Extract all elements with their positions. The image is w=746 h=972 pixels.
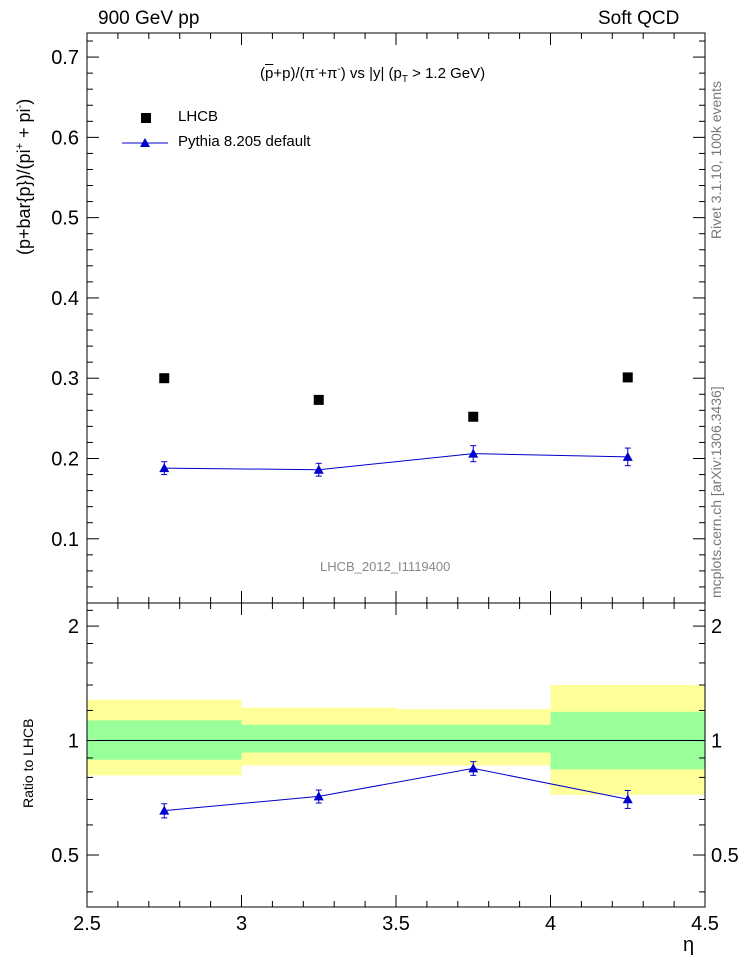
ratio-y-tick-label-right: 0.5 bbox=[711, 845, 739, 867]
lhcb-point bbox=[468, 411, 479, 422]
plot-title: (p+p)/(π-+π-) vs |y| (pT > 1.2 GeV) bbox=[260, 64, 486, 85]
ratio-point bbox=[313, 791, 324, 801]
pythia-point bbox=[159, 463, 170, 473]
x-tick-label: 3 bbox=[236, 913, 247, 935]
header-left: 900 GeV pp bbox=[98, 8, 200, 29]
x-tick-label: 2.5 bbox=[73, 913, 101, 935]
header-right: Soft QCD bbox=[598, 8, 680, 29]
y-tick-label: 0.5 bbox=[51, 208, 79, 230]
y-tick-label: 0.1 bbox=[51, 529, 79, 551]
rivet-label: Rivet 3.1.10, 100k events bbox=[708, 81, 724, 239]
lhcb-point bbox=[159, 373, 170, 384]
legend-markers bbox=[122, 113, 168, 147]
legend-entry-lhcb: LHCB bbox=[178, 108, 219, 125]
axis-ticks bbox=[86, 33, 706, 907]
y-tick-label: 0.6 bbox=[51, 127, 79, 149]
y-tick-label: 0.4 bbox=[51, 288, 79, 310]
ratio-y-tick-label-right: 2 bbox=[711, 616, 722, 638]
y-tick-label: 0.2 bbox=[51, 448, 79, 470]
data-series bbox=[159, 372, 633, 819]
ratio-line bbox=[164, 767, 628, 812]
mcplots-label: mcplots.cern.ch [arXiv:1306.3436] bbox=[708, 386, 724, 598]
ratio-y-tick-label-right: 1 bbox=[711, 731, 722, 753]
ratio-stat-band-1 bbox=[241, 724, 396, 753]
ratio-y-tick-label: 1 bbox=[68, 731, 79, 753]
x-tick-label: 4.5 bbox=[691, 913, 719, 935]
y-tick-label: 0.7 bbox=[51, 47, 79, 69]
x-axis-label: η bbox=[683, 934, 695, 956]
pythia-point bbox=[313, 464, 324, 474]
y-tick-label: 0.3 bbox=[51, 368, 79, 390]
lhcb-point bbox=[622, 372, 633, 383]
ratio-point bbox=[159, 805, 170, 815]
legend-entry-pythia: Pythia 8.205 default bbox=[178, 133, 311, 150]
ratio-uncertainty-bands bbox=[87, 684, 705, 795]
legend-marker-pythia bbox=[140, 138, 150, 147]
ratio-point bbox=[622, 794, 633, 804]
x-tick-label: 3.5 bbox=[382, 913, 410, 935]
lhcb-point bbox=[313, 394, 324, 405]
pythia-point bbox=[468, 448, 479, 458]
legend-marker-lhcb bbox=[141, 113, 151, 123]
ratio-y-tick-label: 0.5 bbox=[51, 845, 79, 867]
analysis-id: LHCB_2012_I1119400 bbox=[320, 559, 451, 574]
ratio-y-axis-label: Ratio to LHCB bbox=[20, 718, 36, 808]
pythia-point bbox=[622, 451, 633, 461]
tick-labels: 2.5 3 3.5 4 4.5 0.1 0.2 0.3 0.4 0.5 0.6 0.7 0.5 0.5 1 1… bbox=[51, 47, 739, 935]
ratio-stat-band-2 bbox=[396, 724, 551, 753]
y-axis-label: (p+bar{p})/(pi+ + pi-) bbox=[14, 98, 34, 255]
pythia-line bbox=[164, 453, 628, 471]
x-tick-label: 4 bbox=[545, 913, 556, 935]
ratio-point bbox=[468, 763, 479, 773]
ratio-y-tick-label: 2 bbox=[68, 616, 79, 638]
